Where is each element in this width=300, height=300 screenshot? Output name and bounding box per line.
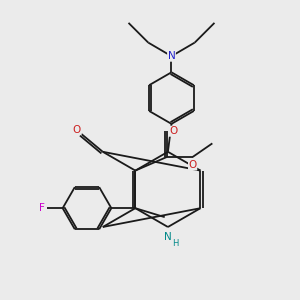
Text: O: O: [188, 160, 197, 170]
Text: O: O: [73, 124, 81, 135]
Text: O: O: [169, 126, 177, 136]
Text: N: N: [164, 232, 172, 242]
Text: N: N: [168, 51, 176, 61]
Text: F: F: [39, 203, 45, 213]
Text: H: H: [172, 239, 179, 248]
